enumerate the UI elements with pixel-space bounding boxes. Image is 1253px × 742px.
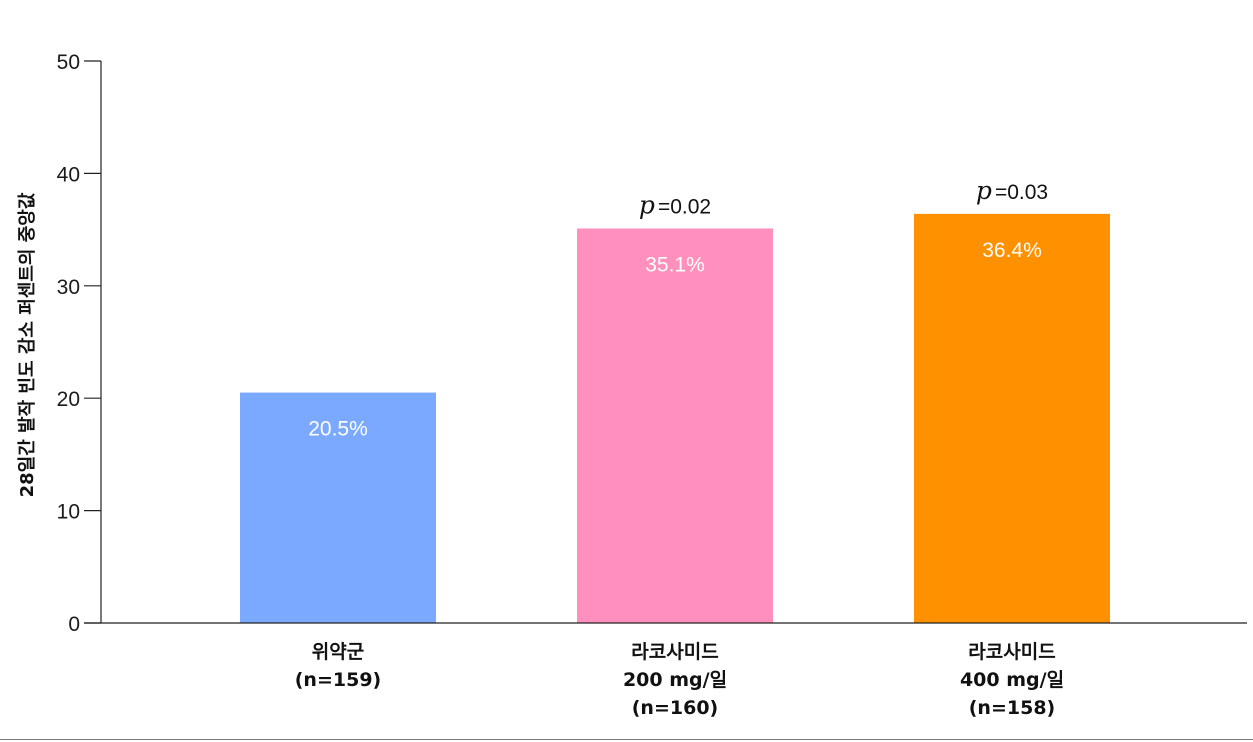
category-label: 라코사미드 — [968, 641, 1055, 663]
data-label: 35.1% — [645, 253, 705, 276]
y-tick-label: 0 — [68, 613, 80, 636]
p-value: =0.03 — [995, 181, 1048, 204]
y-axis: 0 10 20 30 40 50 — [57, 51, 102, 636]
p-symbol: p — [639, 190, 655, 219]
y-tick-label: 50 — [57, 51, 80, 74]
x-axis: 위약군 (n=159) 라코사미드 200 mg/일 (n=160) 라코사미드 400 m… — [84, 622, 1247, 719]
category-label: (n=158) — [969, 697, 1055, 719]
category-label: (n=159) — [295, 669, 381, 691]
y-tick-label: 10 — [57, 501, 80, 524]
category-label: 200 mg/일 — [623, 669, 727, 691]
p-value: =0.02 — [658, 195, 711, 218]
bar — [577, 228, 773, 623]
category-label: 위약군 — [312, 641, 364, 663]
category-label: 라코사미드 — [631, 641, 718, 663]
bar — [914, 213, 1110, 623]
bar — [240, 392, 436, 623]
category-label: 400 mg/일 — [960, 669, 1064, 691]
y-tick-label: 30 — [57, 276, 80, 299]
y-tick-label: 40 — [57, 163, 80, 186]
p-value-annotation: p =0.02 — [639, 190, 711, 219]
category-label: (n=160) — [632, 697, 718, 719]
data-label: 36.4% — [982, 239, 1042, 262]
data-label: 20.5% — [308, 418, 368, 441]
p-symbol: p — [976, 176, 992, 205]
p-value-annotation: p =0.03 — [976, 176, 1048, 205]
y-axis-title: 28일간 발작 빈도 감소 퍼센트의 중앙값 — [17, 192, 38, 497]
y-tick-label: 20 — [57, 388, 80, 411]
